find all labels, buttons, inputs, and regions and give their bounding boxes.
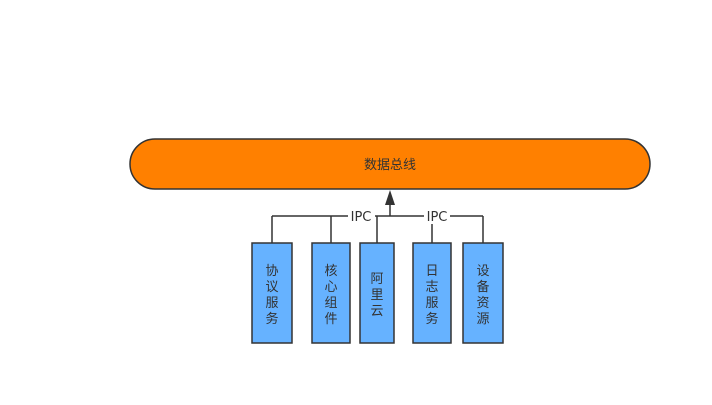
service-aliyun: 阿 里 云 xyxy=(359,242,395,344)
service-char: 源 xyxy=(476,312,489,327)
service-char: 核 xyxy=(324,264,337,279)
ipc-label-bg-left xyxy=(348,208,375,224)
service-char: 日 xyxy=(425,264,438,279)
service-box xyxy=(311,242,351,344)
service-char: 议 xyxy=(265,280,278,295)
service-char: 协 xyxy=(265,264,278,279)
service-core: 核 心 组 件 xyxy=(311,242,351,344)
service-char: 云 xyxy=(370,304,383,319)
data-bus-label: 数据总线 xyxy=(364,158,416,173)
service-box xyxy=(359,242,395,344)
service-device: 设 备 资 源 xyxy=(462,242,504,344)
service-char: 备 xyxy=(476,279,489,295)
service-char: 务 xyxy=(265,311,278,327)
ipc-label-left: IPC xyxy=(351,210,372,225)
ipc-connectors xyxy=(271,204,484,243)
service-box xyxy=(462,242,504,344)
service-log: 日 志 服 务 xyxy=(412,242,452,344)
service-char: 资 xyxy=(476,296,489,311)
service-box xyxy=(412,242,452,344)
service-char: 务 xyxy=(425,311,438,327)
service-char: 阿 xyxy=(370,272,383,287)
service-box xyxy=(251,242,293,344)
service-char: 心 xyxy=(324,280,337,295)
data-bus xyxy=(129,138,651,190)
service-char: 志 xyxy=(425,280,438,295)
service-char: 组 xyxy=(324,296,337,311)
service-protocol: 协 议 服 务 xyxy=(251,242,293,344)
service-char: 件 xyxy=(324,312,337,327)
arrow-up-icon xyxy=(385,190,395,205)
service-char: 服 xyxy=(265,296,278,311)
service-char: 设 xyxy=(476,264,489,279)
service-char: 服 xyxy=(425,296,438,311)
ipc-label-bg-right xyxy=(424,208,450,224)
ipc-label-right: IPC xyxy=(427,210,448,225)
service-char: 里 xyxy=(370,288,383,303)
